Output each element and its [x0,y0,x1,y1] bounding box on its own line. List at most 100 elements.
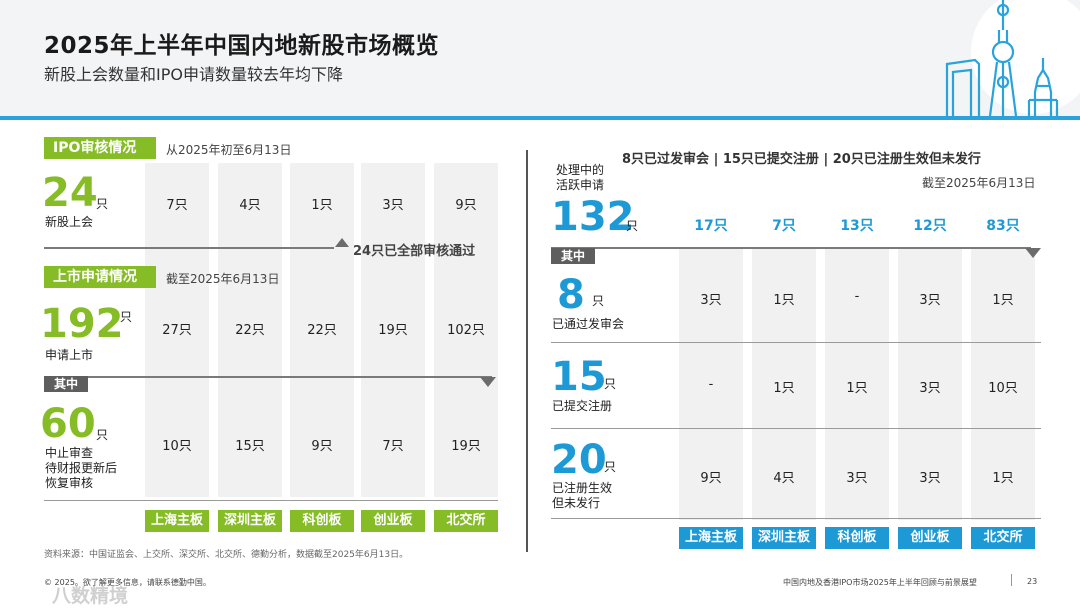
row-divider-2 [551,428,1041,429]
row-passed-number: 8 [557,272,585,318]
listing-value-2: 22只 [235,323,265,338]
row-registered-value-3: 3只 [846,471,868,486]
right-bottom-rule [551,518,1041,519]
left-col-bg-4 [361,163,425,497]
row-passed-desc: 已通过发审会 [552,317,625,331]
of-which-divider-right [551,247,1031,249]
right-col-bg-2 [752,248,816,520]
page-subtitle: 新股上会数量和IPO申请数量较去年均下降 [44,65,343,84]
of-which-number-left: 60 [40,401,96,447]
board-label-shenzhen-main-right: 深圳主板 [752,527,816,549]
ipo-review-value-3: 1只 [311,198,333,213]
row-registered-value-1: 9只 [700,471,722,486]
row-registered-desc-line-2: 但未发行 [552,496,601,510]
row-passed-value-2: 1只 [773,293,795,308]
panel-divider [526,150,528,552]
board-label-star-market-left: 科创板 [290,510,354,532]
listing-value-3: 22只 [307,323,337,338]
of-which-desc-line-1: 中止审查 [45,446,94,460]
row-submitted-value-2: 1只 [773,381,795,396]
right-note: 截至2025年6月13日 [922,176,1036,190]
triangle-down-icon [1025,248,1041,258]
row-passed-value-3: - [854,289,860,304]
left-bottom-rule [44,500,498,501]
row-registered-unit: 只 [604,460,617,474]
row-registered-value-4: 3只 [919,471,941,486]
board-label-bse-right: 北交所 [971,527,1035,549]
active-label-line-2: 活跃申请 [556,178,605,192]
of-which-desc-line-3: 恢复审核 [45,476,94,490]
header-band [0,0,1080,116]
row-registered-desc-line-1: 已注册生效 [552,481,613,495]
active-count-1: 17只 [694,218,728,234]
listing-applications-desc: 申请上市 [45,348,94,362]
active-label-line-1: 处理中的 [556,163,605,177]
triangle-up-icon [335,238,349,247]
listing-applications-tag: 上市申请情况 [44,266,156,288]
left-col-bg-3 [290,163,354,497]
of-which-desc-line-2: 待财报更新后 [45,461,118,475]
footer-page-number: 23 [1027,577,1038,586]
row-passed-value-1: 3只 [700,293,722,308]
right-col-bg-1 [679,248,743,520]
footer-separator [1011,574,1012,586]
ipo-review-number: 24 [42,170,98,216]
ipo-review-value-1: 7只 [166,198,188,213]
active-count-2: 7只 [772,218,796,234]
board-label-chinext-right: 创业板 [898,527,962,549]
active-count-3: 13只 [840,218,874,234]
row-submitted-value-3: 1只 [846,381,868,396]
row-registered-value-5: 1只 [992,471,1014,486]
city-skyline-icon [945,0,1080,116]
triangle-down-icon [480,377,496,387]
header-rule [0,116,1080,120]
row-registered-value-2: 4只 [773,471,795,486]
source-note: 资料来源：中国证监会、上交所、深交所、北交所、德勤分析，数据截至2025年6月1… [44,550,409,560]
board-label-chinext-left: 创业板 [361,510,425,532]
listing-applications-note: 截至2025年6月13日 [166,272,280,286]
left-col-bg-5 [434,163,498,497]
footer-report-title: 中国内地及香港IPO市场2025年上半年回顾与前景展望 [783,578,977,587]
of-which-tag-left: 其中 [44,376,89,392]
row-submitted-desc: 已提交注册 [552,399,613,413]
board-label-star-market-right: 科创板 [825,527,889,549]
left-col-bg-1 [145,163,209,497]
row-passed-value-5: 1只 [992,293,1014,308]
row-passed-unit: 只 [592,294,605,308]
of-which-unit-left: 只 [96,428,109,442]
active-applications-unit: 只 [626,219,639,233]
ipo-review-tag: IPO审核情况 [44,137,156,159]
page-title: 2025年上半年中国内地新股市场概览 [44,33,440,59]
board-label-shanghai-main-right: 上海主板 [679,527,743,549]
of-which-divider-left [44,376,492,378]
of-which-value-1: 10只 [162,439,192,454]
board-label-bse-left: 北交所 [434,510,498,532]
footer-watermark: 八数精境 [52,585,129,607]
board-label-shanghai-main-left: 上海主板 [145,510,209,532]
listing-value-5: 102只 [447,323,485,338]
listing-value-4: 19只 [378,323,408,338]
of-which-value-4: 7只 [382,439,404,454]
ipo-review-desc: 新股上会 [45,215,94,229]
right-col-bg-5 [971,248,1035,520]
listing-applications-number: 192 [40,301,124,347]
of-which-tag-right: 其中 [551,248,596,264]
row-submitted-value-5: 10只 [988,381,1018,396]
row-passed-value-4: 3只 [919,293,941,308]
board-label-shenzhen-main-left: 深圳主板 [218,510,282,532]
ipo-review-divider [44,247,334,249]
listing-value-1: 27只 [162,323,192,338]
right-col-bg-3 [825,248,889,520]
of-which-value-2: 15只 [235,439,265,454]
right-headline: 8只已过发审会 | 15只已提交注册 | 20只已注册生效但未发行 [622,152,981,167]
ipo-review-value-2: 4只 [239,198,261,213]
listing-applications-unit: 只 [120,310,133,324]
active-count-5: 83只 [986,218,1020,234]
row-submitted-value-1: - [708,377,714,392]
ipo-review-note: 从2025年初至6月13日 [166,143,292,157]
active-applications-number: 132 [551,194,635,240]
row-submitted-unit: 只 [604,377,617,391]
right-col-bg-4 [898,248,962,520]
ipo-review-value-5: 9只 [455,198,477,213]
footer-copyright: © 2025。欲了解更多信息，请联系德勤中国。 [44,578,211,587]
